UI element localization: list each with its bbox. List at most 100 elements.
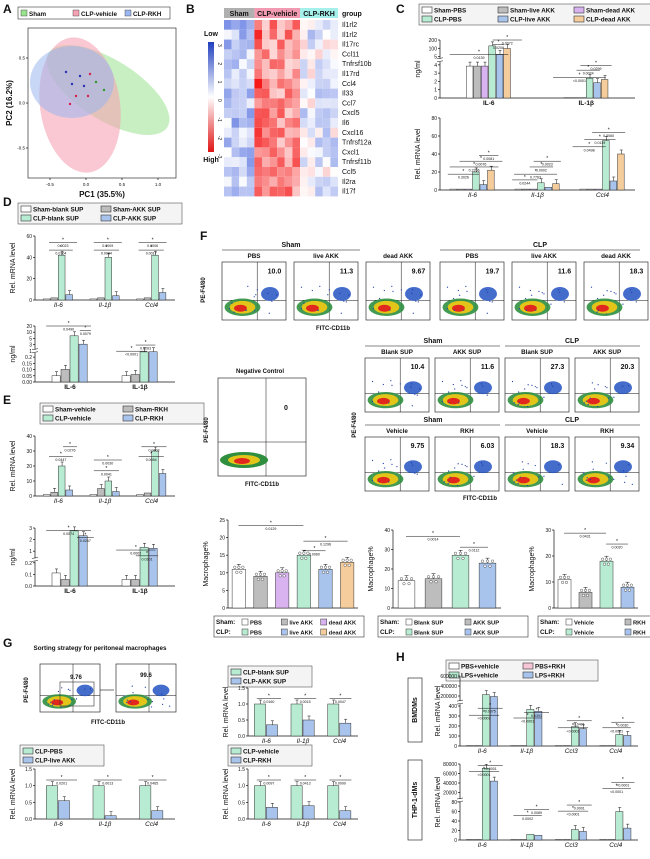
event-dot — [53, 699, 55, 701]
bar — [623, 735, 632, 747]
data-point — [587, 588, 591, 592]
event-dot — [543, 396, 545, 398]
data-point — [300, 556, 304, 560]
event-dot — [606, 290, 608, 292]
flow-plot-top: 11.6 — [511, 261, 577, 321]
heatmap-cell — [231, 167, 240, 177]
event-dot — [452, 383, 454, 386]
y-tick-label: 0.10 — [22, 368, 32, 374]
bar — [89, 298, 97, 301]
event-dot — [300, 307, 303, 310]
event-dot — [228, 307, 231, 310]
heatmap-cell — [322, 176, 331, 187]
heatmap-cell — [330, 78, 338, 89]
y-tick-label: 15 — [219, 553, 225, 559]
pca-point — [86, 94, 90, 98]
significance-star: * — [616, 723, 618, 729]
flow-column-label: RKH — [600, 428, 614, 435]
p-value-label: 0.0490 — [63, 328, 74, 332]
bar — [615, 734, 624, 747]
heatmap-cell — [300, 20, 308, 30]
bar — [623, 827, 632, 841]
y-axis-label: Rel. mRNA level — [223, 768, 230, 819]
bar — [522, 188, 530, 191]
bar — [290, 785, 303, 820]
event-dot — [460, 380, 462, 382]
heatmap-cell — [322, 118, 331, 128]
y-axis-label: Rel. mRNA level — [10, 440, 17, 491]
event-dot — [457, 463, 459, 465]
heatmap-cell — [224, 78, 232, 89]
significance-star: * — [473, 542, 475, 548]
flow-column-label: Vehicle — [386, 428, 408, 435]
bar — [327, 785, 340, 820]
heatmap-cell — [277, 137, 285, 148]
event-dot — [415, 300, 417, 302]
event-dot — [300, 286, 303, 288]
heatmap-cell — [231, 147, 240, 158]
heatmap-cell — [315, 147, 323, 158]
flow-plot-mid: 27.3 — [504, 357, 570, 413]
event-dot — [446, 286, 449, 288]
event-dot — [623, 470, 625, 472]
chart-H-THP1: 80000 60000 40000 20000 80 60 40 20 0 Rel. mRNA l… — [435, 761, 638, 849]
heatmap-cell — [322, 20, 331, 30]
significance-star: * — [84, 532, 86, 538]
heatmap-cell — [224, 29, 232, 40]
significance-star: * — [107, 237, 109, 243]
heatmap-cell — [246, 137, 255, 148]
y-tick-label: 30 — [384, 548, 390, 554]
heatmap-cell — [246, 59, 255, 69]
legend-box — [39, 402, 205, 425]
event-dot — [410, 462, 413, 464]
pca-point — [82, 84, 86, 88]
heatmap-cell — [315, 186, 323, 197]
event-dot — [60, 706, 62, 708]
density-core — [51, 699, 64, 706]
event-dot — [384, 467, 386, 469]
event-dot — [169, 705, 171, 707]
heatmap-cell — [322, 108, 331, 118]
legend-label: Blank SUP — [414, 621, 443, 627]
legend-label: dead AKK — [329, 631, 357, 637]
heatmap-cell — [292, 98, 300, 109]
p-value-label: 0.0002 — [130, 552, 141, 556]
data-point — [349, 558, 353, 562]
significance-star: * — [152, 775, 154, 781]
panel-letter-C: C — [396, 2, 405, 16]
legend-label: RKH — [633, 621, 646, 627]
legend-g2: CLP-PBS CLP-live AKK — [19, 744, 105, 767]
legend-label: CLP-AKK SUP — [113, 216, 156, 223]
y-tick-label: 600000 — [440, 674, 457, 680]
data-point — [328, 565, 332, 569]
event-dot — [522, 468, 524, 470]
event-dot — [535, 309, 537, 311]
heatmap-cell — [315, 39, 323, 50]
y-tick-label: 0.0 — [19, 101, 26, 106]
bar — [139, 547, 149, 587]
significance-star: * — [432, 531, 434, 537]
heatmap-cell — [284, 49, 293, 60]
event-dot — [603, 294, 605, 296]
x-tick-label: -0.5 — [46, 182, 54, 187]
legend-label: CLP-AKK SUP — [243, 679, 286, 686]
heatmap-cell — [246, 186, 255, 197]
y-tick-label: 0 — [454, 744, 457, 750]
heatmap-cell — [239, 157, 247, 167]
p-value-label: 0.0431 — [580, 535, 591, 539]
y-tick-label: 20 — [431, 170, 437, 176]
heatmap-cell — [254, 186, 262, 197]
y-tick-label: 0 — [454, 838, 457, 844]
legend-swatch — [72, 9, 80, 17]
bar — [451, 555, 470, 609]
density-core — [587, 397, 600, 405]
y-tick-label: 0.5 — [19, 56, 26, 61]
legend-swatch — [230, 677, 242, 685]
data-point — [429, 580, 433, 584]
legend-f2: Sham: CLP: Blank SUP AKK SUP Blank SUP AKK SU… — [377, 615, 529, 638]
scale-tick: 2 — [216, 62, 222, 65]
gene-label: Cxcl16 — [342, 130, 364, 137]
category-label: Il-1β — [297, 821, 310, 828]
y-tick-label: 40 — [26, 434, 32, 440]
event-dot — [527, 384, 529, 386]
